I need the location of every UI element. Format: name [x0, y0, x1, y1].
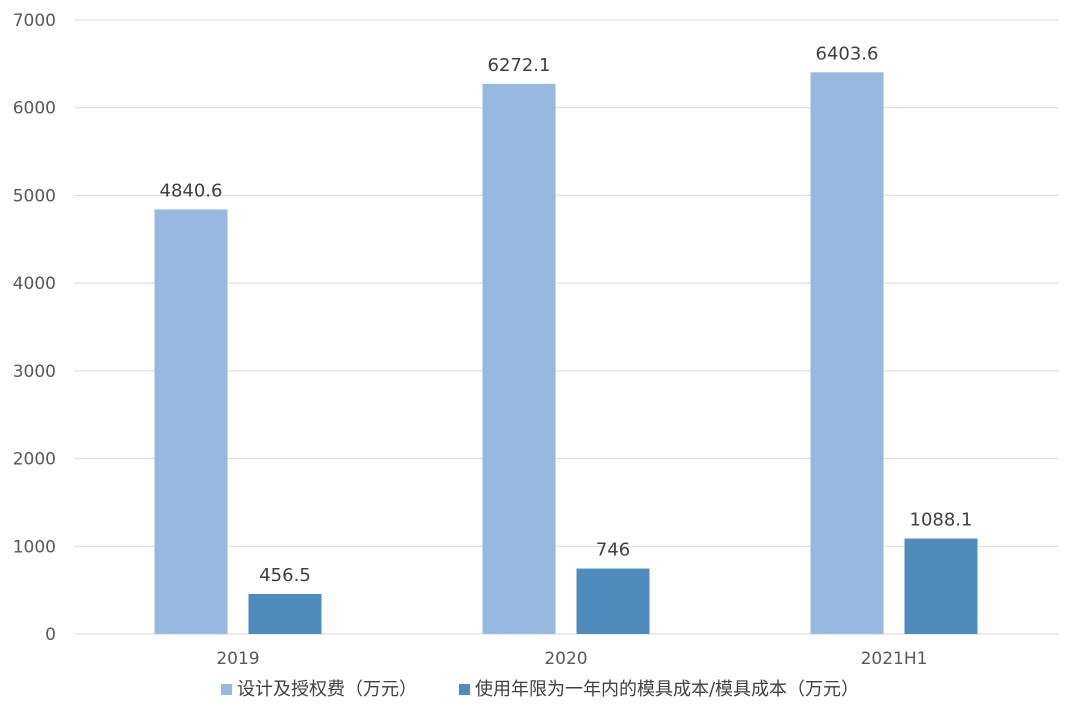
legend-label: 设计及授权费（万元） [237, 679, 417, 700]
data-label: 6272.1 [488, 55, 551, 76]
data-label: 746 [596, 540, 630, 561]
y-axis-ticks: 0 1000 2000 3000 4000 5000 6000 7000 [13, 11, 56, 645]
y-tick-label: 0 [45, 625, 56, 645]
y-tick-label: 6000 [13, 99, 56, 119]
bars [154, 72, 978, 635]
bar-series-1 [482, 83, 556, 634]
data-label: 6403.6 [816, 43, 879, 64]
legend-label: 使用年限为一年内的模具成本/模具成本（万元） [475, 679, 859, 700]
legend-swatch [220, 684, 232, 695]
bar-series-1 [810, 72, 884, 634]
x-axis-ticks: 2019 2020 2021H1 [216, 649, 927, 669]
x-tick-label: 2020 [544, 649, 587, 669]
legend-item: 使用年限为一年内的模具成本/模具成本（万元） [458, 679, 859, 700]
y-tick-label: 4000 [13, 274, 56, 294]
data-label: 1088.1 [910, 510, 973, 531]
bar-series-2 [248, 593, 322, 634]
y-tick-label: 2000 [13, 450, 56, 470]
data-label: 4840.6 [160, 180, 223, 201]
data-labels: 4840.6 456.5 6272.1 746 6403.6 1088.1 [160, 43, 973, 586]
legend: 设计及授权费（万元） 使用年限为一年内的模具成本/模具成本（万元） [220, 679, 859, 700]
legend-swatch [458, 684, 470, 695]
y-tick-label: 5000 [13, 186, 56, 206]
y-tick-label: 1000 [13, 537, 56, 557]
y-tick-label: 3000 [13, 362, 56, 382]
data-label: 456.5 [259, 565, 311, 586]
bar-series-1 [154, 209, 228, 635]
bar-series-2 [576, 568, 650, 634]
legend-item: 设计及授权费（万元） [220, 679, 417, 700]
x-tick-label: 2021H1 [861, 649, 928, 669]
y-tick-label: 7000 [13, 11, 56, 31]
x-tick-label: 2019 [216, 649, 259, 669]
bar-series-2 [904, 538, 978, 634]
gridlines [74, 19, 1058, 635]
